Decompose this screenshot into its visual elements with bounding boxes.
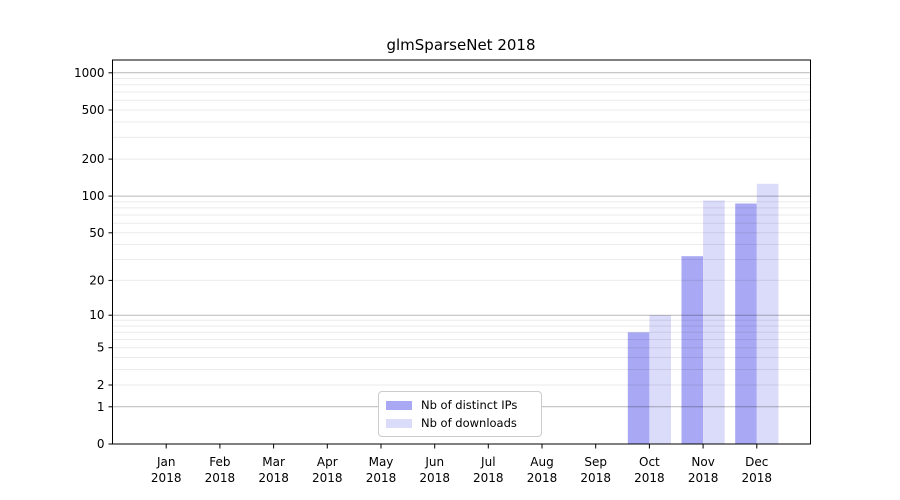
x-tick-label-year: 2018 bbox=[312, 471, 343, 485]
x-tick-label-year: 2018 bbox=[580, 471, 611, 485]
y-tick-label: 1000 bbox=[74, 66, 105, 80]
bar-downloads-oct bbox=[649, 315, 671, 444]
y-tick-label: 2 bbox=[97, 378, 105, 392]
y-tick-label: 0 bbox=[97, 437, 105, 451]
bar-downloads-dec bbox=[756, 183, 779, 445]
x-tick-label-year: 2018 bbox=[742, 471, 773, 485]
x-tick-label-month: Jun bbox=[424, 455, 444, 469]
x-tick-label-year: 2018 bbox=[419, 471, 450, 485]
y-tick-label: 50 bbox=[89, 226, 104, 240]
x-tick-label-month: Apr bbox=[317, 455, 338, 469]
legend-swatch-downloads bbox=[386, 418, 412, 428]
x-tick-label-year: 2018 bbox=[634, 471, 665, 485]
bar-downloads-nov bbox=[703, 200, 725, 444]
legend: Nb of distinct IPs Nb of downloads bbox=[378, 391, 542, 437]
bar-ips-oct bbox=[627, 332, 650, 444]
x-tick-label-month: Jan bbox=[156, 455, 176, 469]
y-tick-label: 1 bbox=[97, 400, 105, 414]
x-tick-label-month: Feb bbox=[209, 455, 230, 469]
legend-label-downloads: Nb of downloads bbox=[421, 416, 517, 430]
x-tick-label-year: 2018 bbox=[205, 471, 236, 485]
y-tick-label: 20 bbox=[89, 273, 104, 287]
x-tick-label-year: 2018 bbox=[527, 471, 558, 485]
x-tick-label-month: Dec bbox=[745, 455, 768, 469]
bar-ips-dec bbox=[735, 203, 757, 444]
y-tick-label: 200 bbox=[82, 152, 105, 166]
y-tick-label: 100 bbox=[82, 189, 105, 203]
x-tick-label-month: Jul bbox=[480, 455, 495, 469]
x-tick-label-month: Sep bbox=[584, 455, 607, 469]
x-tick-label-year: 2018 bbox=[688, 471, 719, 485]
x-tick-label-month: Nov bbox=[691, 455, 714, 469]
plot-border bbox=[112, 59, 811, 445]
x-tick-label-month: Aug bbox=[530, 455, 553, 469]
x-tick-label-year: 2018 bbox=[258, 471, 289, 485]
chart-title: glmSparseNet 2018 bbox=[386, 36, 536, 54]
bar-ips-nov bbox=[681, 256, 704, 444]
legend-item-distinct-ips: Nb of distinct IPs bbox=[386, 397, 532, 413]
x-tick-label-year: 2018 bbox=[366, 471, 397, 485]
x-tick-label-year: 2018 bbox=[473, 471, 504, 485]
y-tick-label: 5 bbox=[97, 341, 105, 355]
x-tick-label-month: Oct bbox=[639, 455, 660, 469]
y-tick-label: 500 bbox=[82, 103, 105, 117]
x-tick-label-month: Mar bbox=[262, 455, 285, 469]
y-tick-label: 10 bbox=[89, 308, 104, 322]
x-tick-label-month: May bbox=[369, 455, 394, 469]
legend-label-distinct-ips: Nb of distinct IPs bbox=[421, 398, 518, 412]
legend-swatch-distinct-ips bbox=[386, 400, 412, 410]
legend-item-downloads: Nb of downloads bbox=[386, 415, 532, 431]
x-tick-label-year: 2018 bbox=[151, 471, 182, 485]
